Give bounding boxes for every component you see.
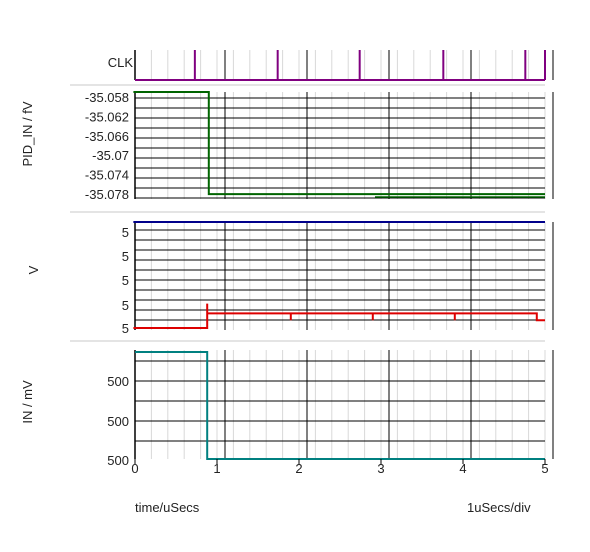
in-y-axis-label: IN / mV xyxy=(20,380,35,424)
pid-y-tick: -35.07 xyxy=(92,148,129,163)
pid-y-axis-label: PID_IN / fV xyxy=(20,101,35,166)
x-tick-label: 1 xyxy=(213,461,220,476)
x-tick-label: 2 xyxy=(295,461,302,476)
in-y-tick: 500 xyxy=(107,414,129,429)
v-y-axis-label: V xyxy=(26,265,41,274)
v-y-tick: 5 xyxy=(122,249,129,264)
v-red-line xyxy=(133,303,545,329)
pid-y-tick: -35.062 xyxy=(85,109,129,124)
x-tick-label: 0 xyxy=(131,461,138,476)
pid-series-line xyxy=(133,91,545,196)
x-axis-label: time/uSecs xyxy=(135,500,200,515)
x-tick-label: 5 xyxy=(541,461,548,476)
pid-y-tick: -35.066 xyxy=(85,129,129,144)
v-y-tick: 5 xyxy=(122,321,129,336)
x-scale-label: 1uSecs/div xyxy=(467,500,531,515)
clk-label: CLK xyxy=(108,55,134,70)
x-tick-label: 4 xyxy=(459,461,466,476)
pid-y-tick: -35.058 xyxy=(85,90,129,105)
v-y-tick: 5 xyxy=(122,298,129,313)
pid-y-tick: -35.074 xyxy=(85,168,129,183)
in-y-tick: 500 xyxy=(107,453,129,468)
v-y-tick: 5 xyxy=(122,225,129,240)
v-y-tick: 5 xyxy=(122,273,129,288)
in-series-line xyxy=(135,351,545,460)
x-tick-label: 3 xyxy=(377,461,384,476)
pid-y-tick: -35.078 xyxy=(85,187,129,202)
in-y-tick: 500 xyxy=(107,374,129,389)
